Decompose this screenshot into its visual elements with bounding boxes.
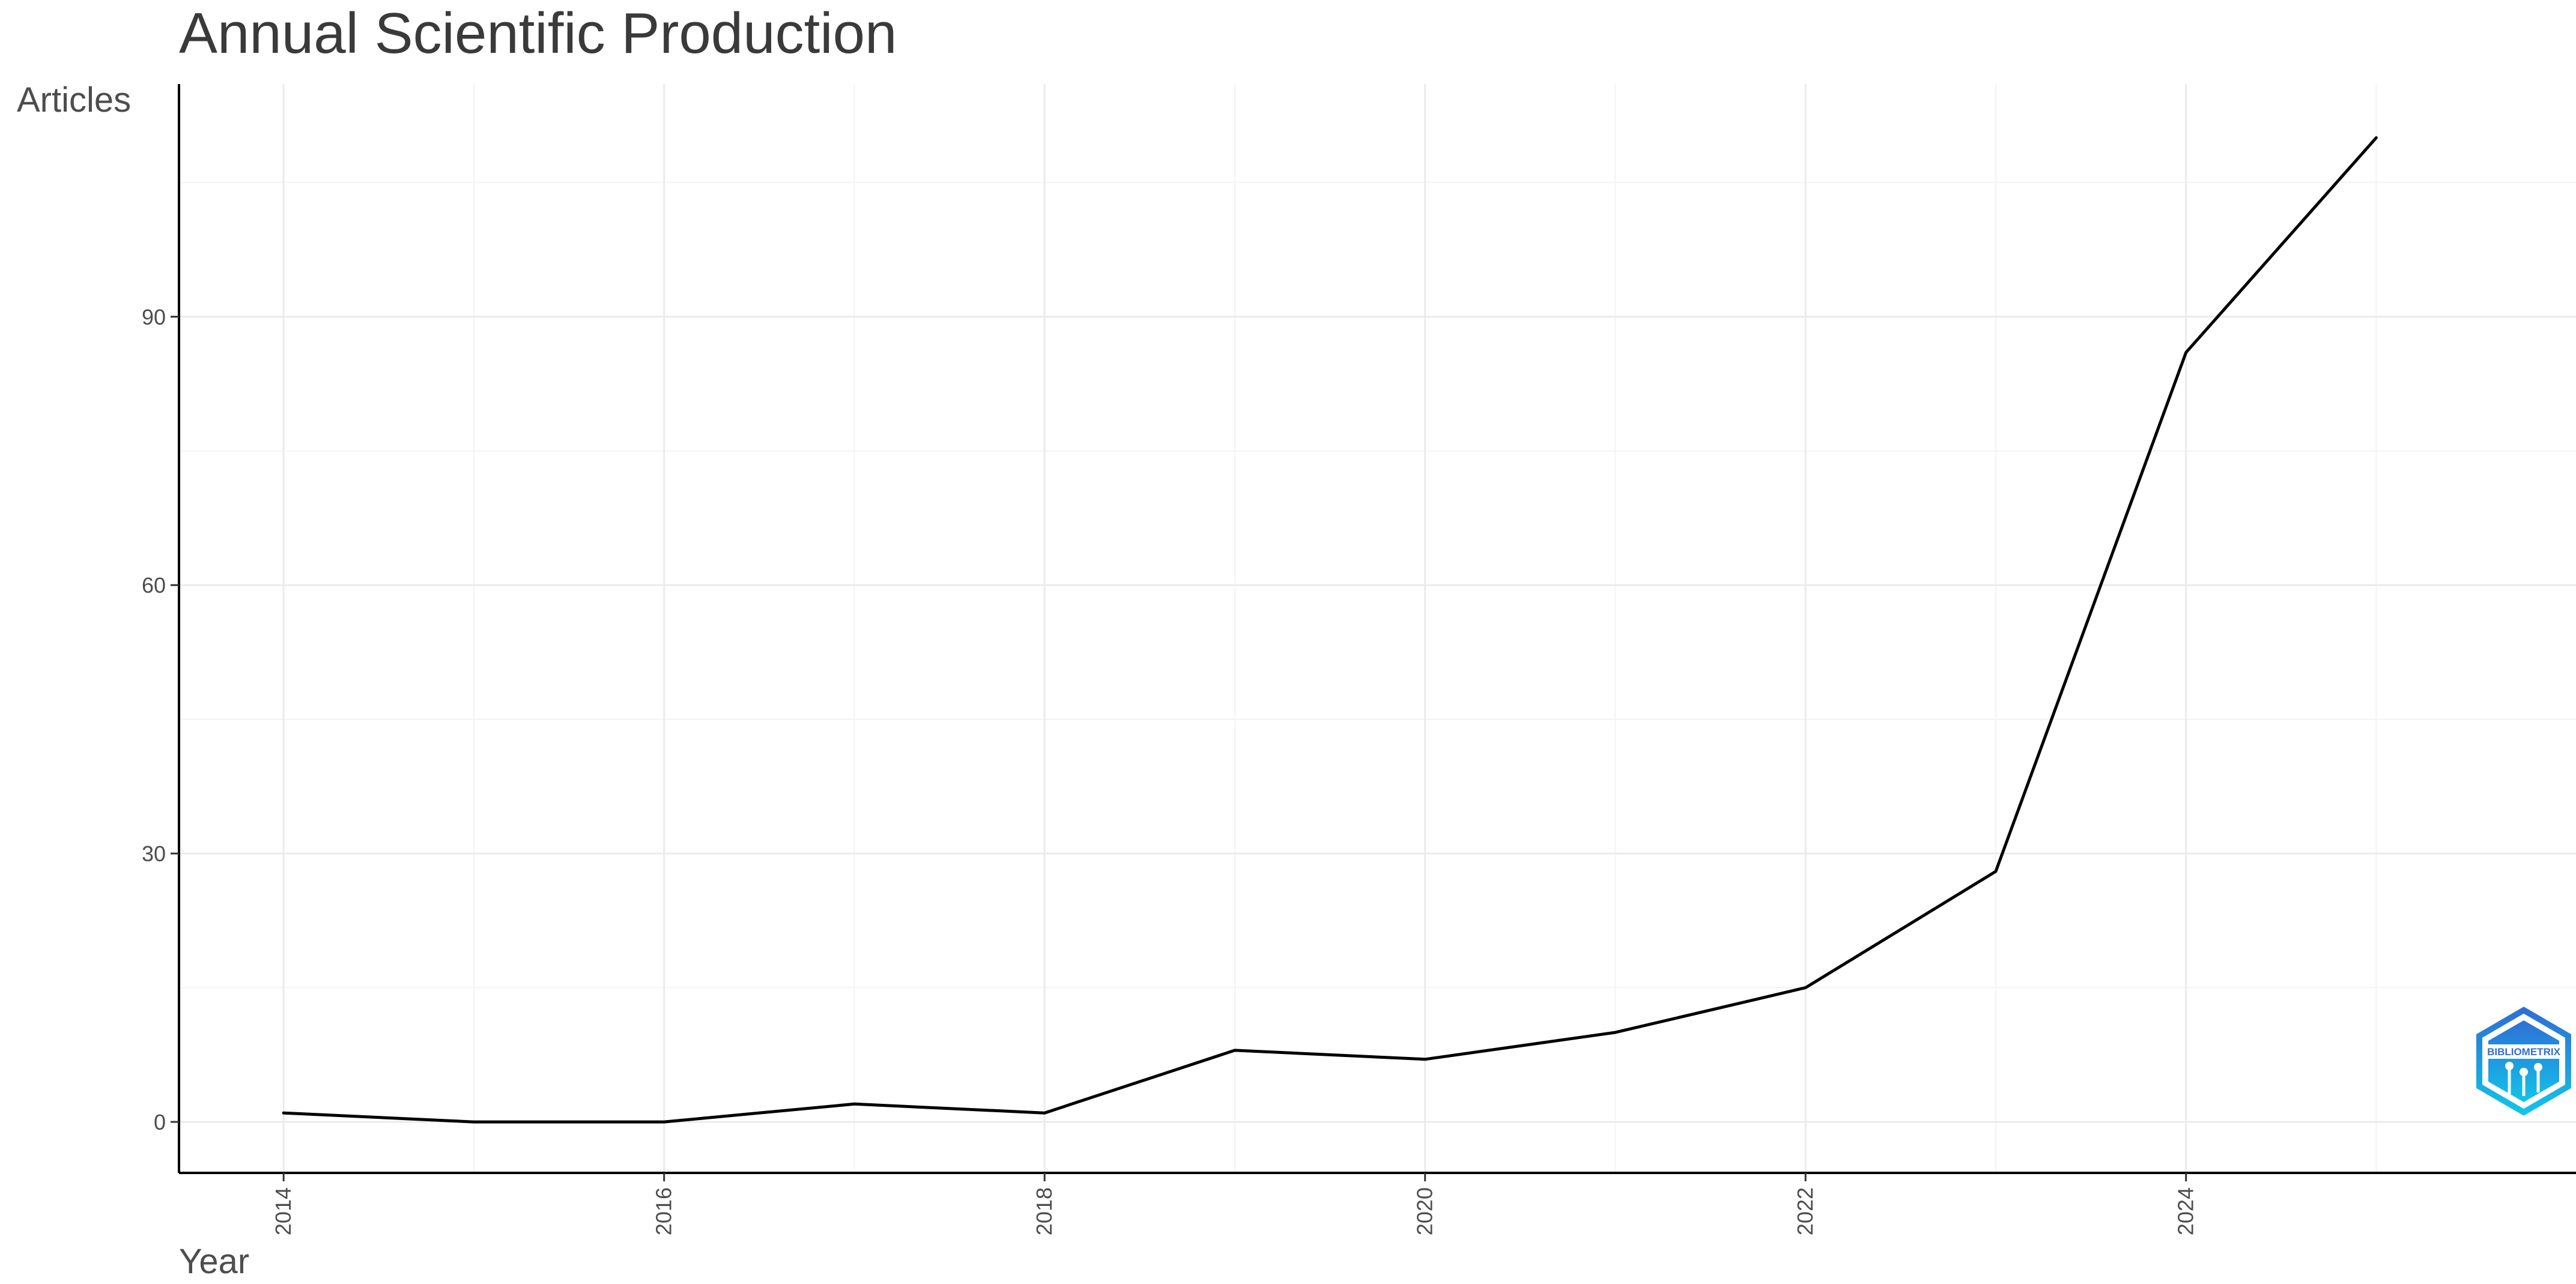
series-group — [282, 136, 2378, 1124]
y-axis-title: Articles — [17, 80, 131, 120]
major-grid — [179, 84, 2576, 1173]
x-tick-label: 2022 — [1793, 1187, 1817, 1235]
x-tick-label: 2014 — [271, 1187, 295, 1235]
logo-node — [2505, 1062, 2514, 1070]
x-tick-label: 2020 — [1413, 1187, 1437, 1235]
chart-title: Annual Scientific Production — [179, 1, 897, 65]
series-line — [282, 136, 2378, 1124]
x-tick-label: 2018 — [1032, 1187, 1056, 1235]
y-axis-ticks: 0 30 60 90 — [142, 304, 179, 1134]
logo-inner-hexagon — [2488, 1020, 2559, 1102]
x-axis-ticks: 2014 2016 2018 2020 2022 2024 — [271, 1173, 2198, 1235]
logo-node — [2534, 1063, 2542, 1071]
x-axis-title: Year — [179, 1242, 249, 1281]
y-tick-label: 90 — [142, 304, 166, 329]
minor-grid — [179, 84, 2576, 1173]
y-tick-label: 60 — [142, 573, 166, 598]
bibliometrix-logo: BIBLIOMETRIX — [2476, 1007, 2571, 1116]
logo-node — [2520, 1068, 2528, 1076]
x-tick-label: 2024 — [2174, 1187, 2198, 1235]
y-tick-label: 30 — [142, 841, 166, 866]
logo-text: BIBLIOMETRIX — [2487, 1046, 2560, 1058]
y-tick-label: 0 — [154, 1110, 166, 1134]
x-tick-label: 2016 — [652, 1187, 676, 1235]
logo-banner — [2488, 1044, 2560, 1059]
